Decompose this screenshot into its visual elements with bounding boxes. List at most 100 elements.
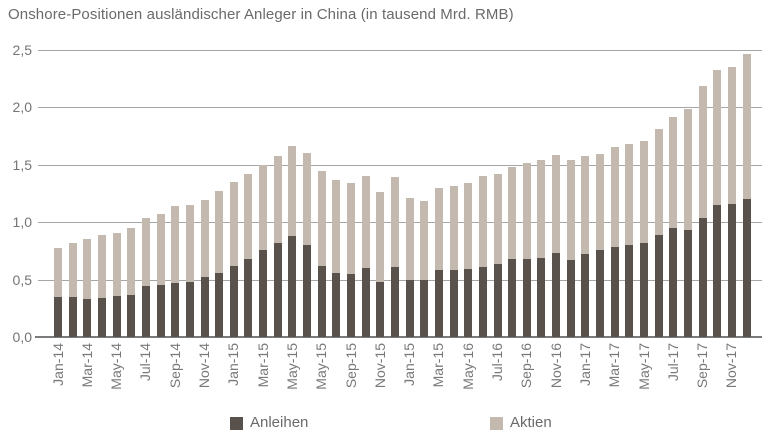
gridline <box>38 50 762 51</box>
bar-segment-aktien <box>493 174 502 264</box>
bar-segment-aktien <box>405 198 414 280</box>
bar-segment-anleihen <box>273 243 282 337</box>
bar-segment-aktien <box>303 153 312 245</box>
bar-segment-aktien <box>185 205 194 282</box>
legend-label-anleihen: Anleihen <box>250 414 309 431</box>
bar-segment-aktien <box>537 160 546 258</box>
stacked-bar <box>566 160 575 337</box>
bar-segment-aktien <box>97 235 106 298</box>
stacked-bar <box>141 218 150 337</box>
bar-segment-anleihen <box>683 230 692 337</box>
bar-segment-aktien <box>464 183 473 269</box>
bar-segment-aktien <box>376 192 385 282</box>
gridline <box>38 279 762 281</box>
stacked-bar <box>83 239 92 337</box>
y-tick-label: 0,5 <box>12 271 32 288</box>
bar-segment-anleihen <box>552 253 561 337</box>
x-axis-line <box>35 336 762 338</box>
stacked-bar <box>127 228 136 337</box>
bar-segment-aktien <box>713 70 722 205</box>
x-tick-label: May-14 <box>108 343 125 390</box>
stacked-bar <box>185 205 194 337</box>
gridline <box>38 107 762 109</box>
bar-segment-anleihen <box>669 228 678 337</box>
bar-segment-anleihen <box>185 282 194 337</box>
bar-segment-anleihen <box>229 266 238 337</box>
bar-segment-anleihen <box>332 273 341 337</box>
stacked-bar <box>654 129 663 337</box>
stacked-bar <box>669 117 678 337</box>
stacked-bar <box>478 176 487 337</box>
bar-segment-aktien <box>332 180 341 273</box>
x-tick-label: Mar-14 <box>78 343 95 388</box>
chart-title: Onshore-Positionen ausländischer Anleger… <box>8 6 514 23</box>
x-tick-label: Sep-15 <box>342 343 359 389</box>
stacked-bar <box>420 201 429 337</box>
bar-segment-aktien <box>420 201 429 280</box>
stacked-bar <box>112 233 121 337</box>
stacked-bar <box>259 165 268 337</box>
bar-segment-anleihen <box>171 283 180 337</box>
bar-segment-anleihen <box>112 296 121 337</box>
stacked-bar <box>581 156 590 337</box>
x-tick-label: Sep-17 <box>694 343 711 389</box>
bar-segment-aktien <box>273 156 282 243</box>
bar-segment-anleihen <box>83 299 92 337</box>
bar-segment-aktien <box>54 248 62 297</box>
x-tick-label: Nov-15 <box>371 343 388 389</box>
x-tick-label: May-15 <box>283 343 300 390</box>
bar-segment-anleihen <box>522 259 531 337</box>
bar-segment-aktien <box>347 183 355 274</box>
bar-segment-anleihen <box>713 205 722 337</box>
legend-swatch-aktien <box>490 416 503 430</box>
legend-label-aktien: Aktien <box>510 414 552 431</box>
bar-segment-aktien <box>259 165 268 250</box>
bar-segment-anleihen <box>493 264 502 337</box>
stacked-bar <box>97 235 106 337</box>
bar-segment-anleihen <box>97 298 106 337</box>
stacked-bar <box>596 154 605 337</box>
stacked-bar <box>727 67 736 337</box>
stacked-bar <box>317 171 326 337</box>
bar-segment-aktien <box>654 129 663 235</box>
bar-segment-anleihen <box>68 297 77 337</box>
bar-segment-anleihen <box>288 236 297 337</box>
bar-segment-aktien <box>478 176 487 267</box>
x-tick-label: Jul-14 <box>137 343 154 382</box>
stacked-bar <box>200 200 209 337</box>
bar-segment-aktien <box>244 174 253 259</box>
x-tick-label: Jan-15 <box>225 343 242 386</box>
stacked-bar <box>68 243 77 337</box>
bar-segment-anleihen <box>654 235 663 337</box>
stacked-bar <box>742 54 751 337</box>
stacked-bar <box>508 167 517 337</box>
stacked-bar <box>405 198 414 337</box>
bar-segment-aktien <box>610 147 619 247</box>
bar-segment-anleihen <box>141 286 150 337</box>
x-tick-label: May-17 <box>635 343 652 390</box>
x-tick-label: Sep-16 <box>518 343 535 389</box>
stacked-bar <box>537 160 546 337</box>
bar-segment-aktien <box>141 218 150 286</box>
bar-segment-aktien <box>288 146 297 236</box>
bar-segment-anleihen <box>434 270 443 337</box>
x-tick-label: May-15 <box>313 343 330 390</box>
bar-segment-aktien <box>317 171 326 266</box>
bar-segment-aktien <box>449 186 458 270</box>
bar-segment-anleihen <box>156 285 165 337</box>
bar-segment-anleihen <box>317 266 326 337</box>
x-tick-label: Mar-15 <box>430 343 447 388</box>
bar-segment-anleihen <box>405 280 414 337</box>
bar-segment-anleihen <box>742 199 751 337</box>
stacked-bar <box>610 147 619 337</box>
stacked-bar <box>640 141 648 337</box>
bar-segment-anleihen <box>376 282 385 337</box>
bar-segment-anleihen <box>449 270 458 337</box>
bar-segment-anleihen <box>361 268 370 337</box>
stacked-bar <box>552 155 561 337</box>
stacked-bar <box>244 174 253 337</box>
bar-segment-anleihen <box>303 245 312 337</box>
y-tick-label: 1,5 <box>12 156 32 173</box>
legend-item-anleihen: Anleihen <box>230 414 308 432</box>
